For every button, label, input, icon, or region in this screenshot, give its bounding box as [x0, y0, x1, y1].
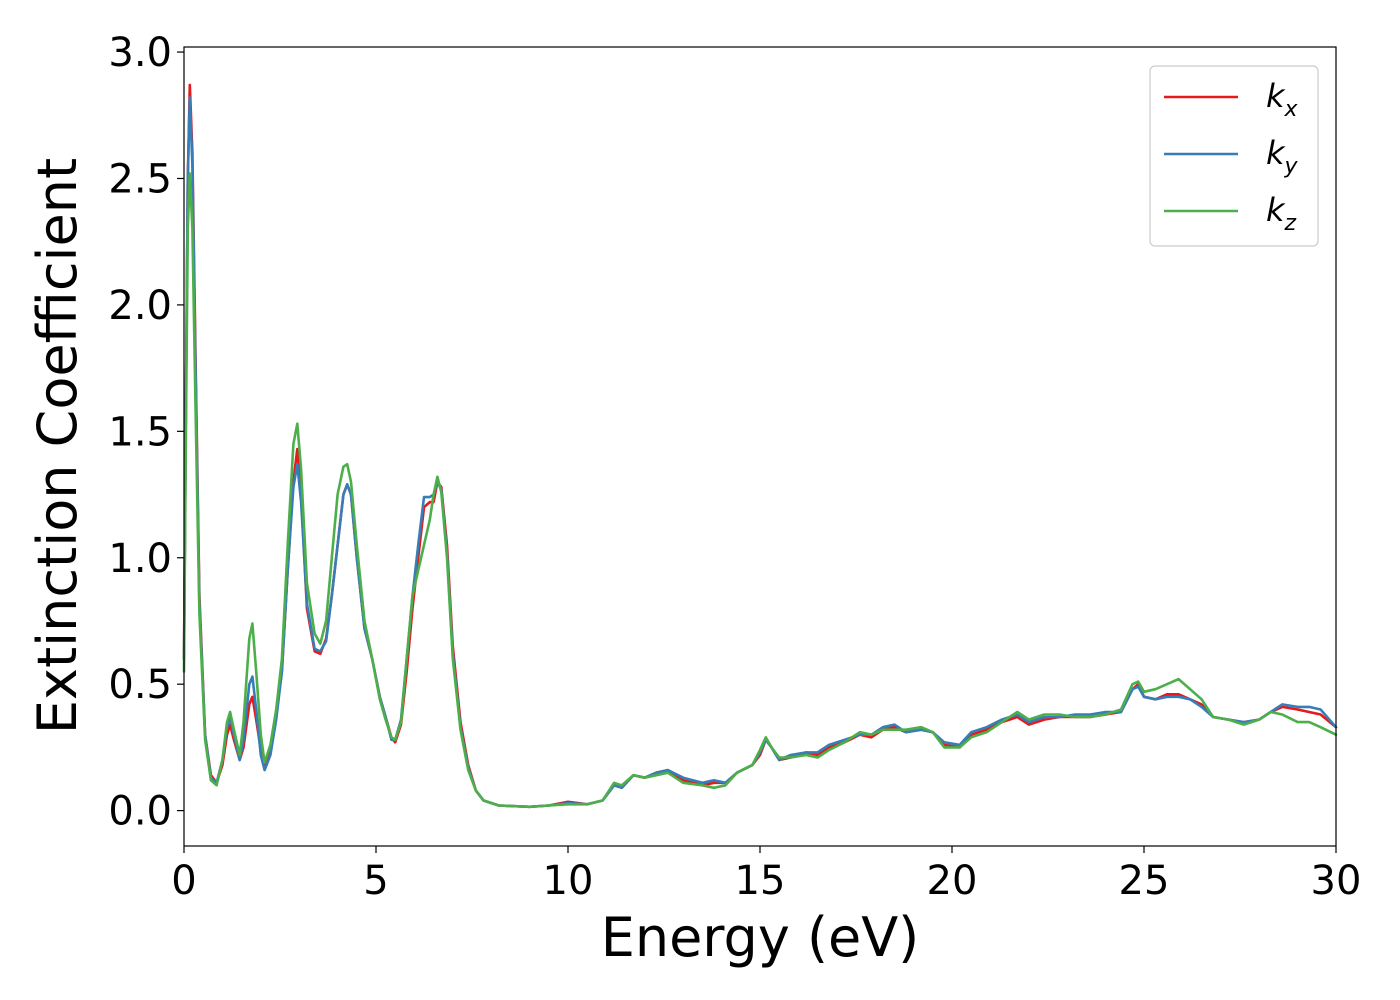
y-tick-label: 0.0 — [108, 789, 172, 835]
tick-layer: 0 5 10 15 20 25 30 0.0 0.5 1.0 1.5 2.0 2.5 3.0 — [108, 30, 1361, 904]
legend-label-k-x: kx — [1266, 77, 1299, 122]
legend-label-k-y: ky — [1266, 134, 1299, 179]
x-tick-label: 15 — [735, 858, 786, 904]
y-tick-label: 1.5 — [108, 409, 172, 455]
legend-label-subscript: y — [1284, 154, 1299, 179]
x-tick-label: 5 — [363, 858, 388, 904]
x-tick-label: 30 — [1311, 858, 1362, 904]
legend-label-subscript: z — [1284, 211, 1297, 236]
legend-label-base: k — [1266, 191, 1286, 229]
y-tick-label: 2.5 — [108, 156, 172, 202]
y-tick-label: 2.0 — [108, 283, 172, 329]
x-tick-label: 25 — [1119, 858, 1170, 904]
legend-label-base: k — [1266, 77, 1286, 115]
y-tick-label: 1.0 — [108, 536, 172, 582]
x-tick-label: 0 — [171, 858, 196, 904]
x-axis-label: Energy (eV) — [601, 906, 920, 969]
series-layer — [182, 83, 1338, 809]
y-tick-label: 0.5 — [108, 662, 172, 708]
y-tick-label: 3.0 — [108, 30, 172, 76]
legend-label-subscript: x — [1284, 97, 1299, 122]
x-tick-label: 10 — [543, 858, 594, 904]
legend-label-k-z: kz — [1266, 191, 1297, 236]
legend-box — [1149, 65, 1319, 247]
series-line-k-z — [182, 172, 1338, 809]
legend-label-base: k — [1266, 134, 1286, 172]
x-tick-label: 20 — [927, 858, 978, 904]
y-axis-label: Extinction Coefficient — [26, 158, 89, 734]
